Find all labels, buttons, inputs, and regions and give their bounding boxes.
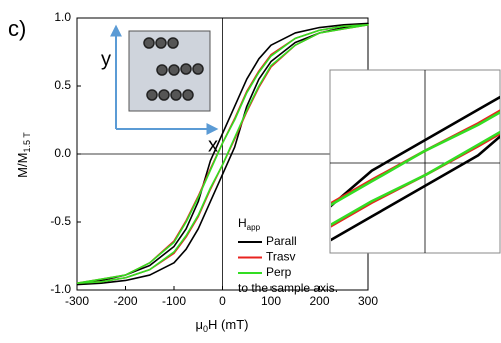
x-tick-label: 0 xyxy=(219,294,226,308)
series-line xyxy=(76,24,369,284)
y-tick-label: 0.0 xyxy=(54,146,71,160)
legend-label: Trasv xyxy=(266,250,296,264)
legend-note: to the sample axis. xyxy=(238,281,338,295)
x-axis-label: μ0H (mT) xyxy=(196,317,249,334)
x-label-post: H (mT) xyxy=(208,317,248,332)
series-line xyxy=(76,22,369,286)
zoom-inset xyxy=(329,69,501,254)
y-tick-label: -0.5 xyxy=(50,214,71,228)
sample-diagram: y x xyxy=(101,24,219,156)
zoom-frame xyxy=(329,69,501,254)
y-tick-label: -1.0 xyxy=(50,282,71,296)
legend-title: Happ xyxy=(238,216,261,232)
y-tick-label: 1.0 xyxy=(54,10,71,24)
x-tick-label: 300 xyxy=(358,294,378,308)
y-label-main: M/M xyxy=(15,153,30,178)
legend-title-main: H xyxy=(238,216,247,230)
diagram-x-label: x xyxy=(208,134,218,156)
plot-area: -300 -200 -100 0 100 200 300 -1.0 -0.5 0.0 0.5 1.0 xyxy=(50,10,378,308)
x-tick-label: -100 xyxy=(162,294,186,308)
x-tick-label: 100 xyxy=(261,294,281,308)
legend-label: Parall xyxy=(266,234,297,248)
legend-title-sub: app xyxy=(247,223,261,232)
x-tick-label: 200 xyxy=(309,294,329,308)
y-axis-label: M/M1.5 T xyxy=(15,132,32,178)
x-label-sub: 0 xyxy=(203,324,208,334)
x-tick-label: -200 xyxy=(113,294,137,308)
diagram-y-label: y xyxy=(101,48,111,70)
legend-label: Perp xyxy=(266,265,292,279)
x-tick-label: -300 xyxy=(65,294,89,308)
particles xyxy=(143,37,204,101)
panel-label: c) xyxy=(8,16,26,41)
y-label-sub: 1.5 T xyxy=(22,132,32,153)
x-label-pre: μ xyxy=(196,317,204,332)
y-tick-label: 0.5 xyxy=(54,78,71,92)
